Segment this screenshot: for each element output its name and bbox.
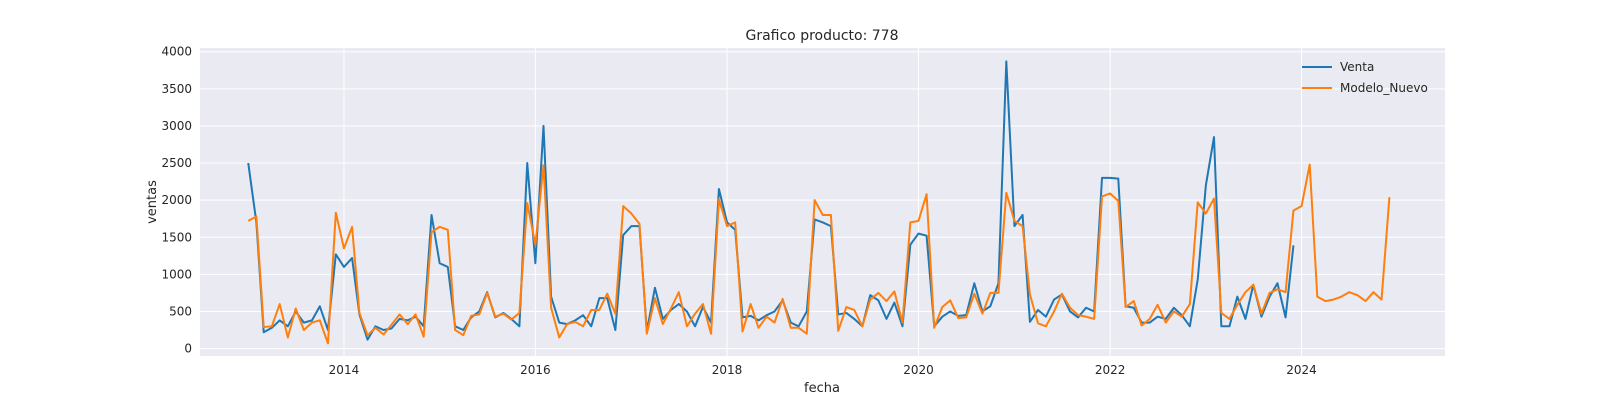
chart-title: Grafico producto: 778	[745, 28, 898, 44]
y-tick-label: 500	[169, 304, 192, 318]
x-tick-label: 2018	[712, 363, 743, 377]
x-tick-labels: 2014 2016 2018 2020 2022 2024	[329, 363, 1317, 377]
x-tick-label: 2020	[903, 363, 934, 377]
series-line-modelo-nuevo	[247, 163, 1391, 345]
legend: Venta Modelo_Nuevo	[1302, 60, 1428, 95]
y-tick-label: 0	[184, 342, 192, 356]
y-tick-label: 2000	[161, 193, 192, 207]
y-tick-label: 1000	[161, 267, 192, 281]
y-tick-label: 1500	[161, 230, 192, 244]
y-tick-label: 4000	[161, 45, 192, 59]
y-tick-label: 3500	[161, 82, 192, 96]
x-tick-label: 2024	[1286, 363, 1317, 377]
legend-label-modelo-nuevo: Modelo_Nuevo	[1340, 81, 1428, 95]
y-tick-labels: 0 500 1000 1500 2000 2500 3000 3500 4000	[161, 45, 192, 356]
plot-background	[200, 48, 1445, 356]
x-tick-label: 2022	[1095, 363, 1126, 377]
y-axis-label: ventas	[145, 180, 160, 224]
y-tick-label: 2500	[161, 156, 192, 170]
series-layer	[247, 60, 1391, 345]
legend-label-venta: Venta	[1340, 60, 1374, 74]
y-tick-label: 3000	[161, 119, 192, 133]
x-tick-label: 2016	[520, 363, 551, 377]
series-line-venta	[247, 60, 1295, 341]
x-tick-label: 2014	[329, 363, 360, 377]
x-axis-label: fecha	[804, 381, 840, 396]
grid	[200, 48, 1445, 356]
